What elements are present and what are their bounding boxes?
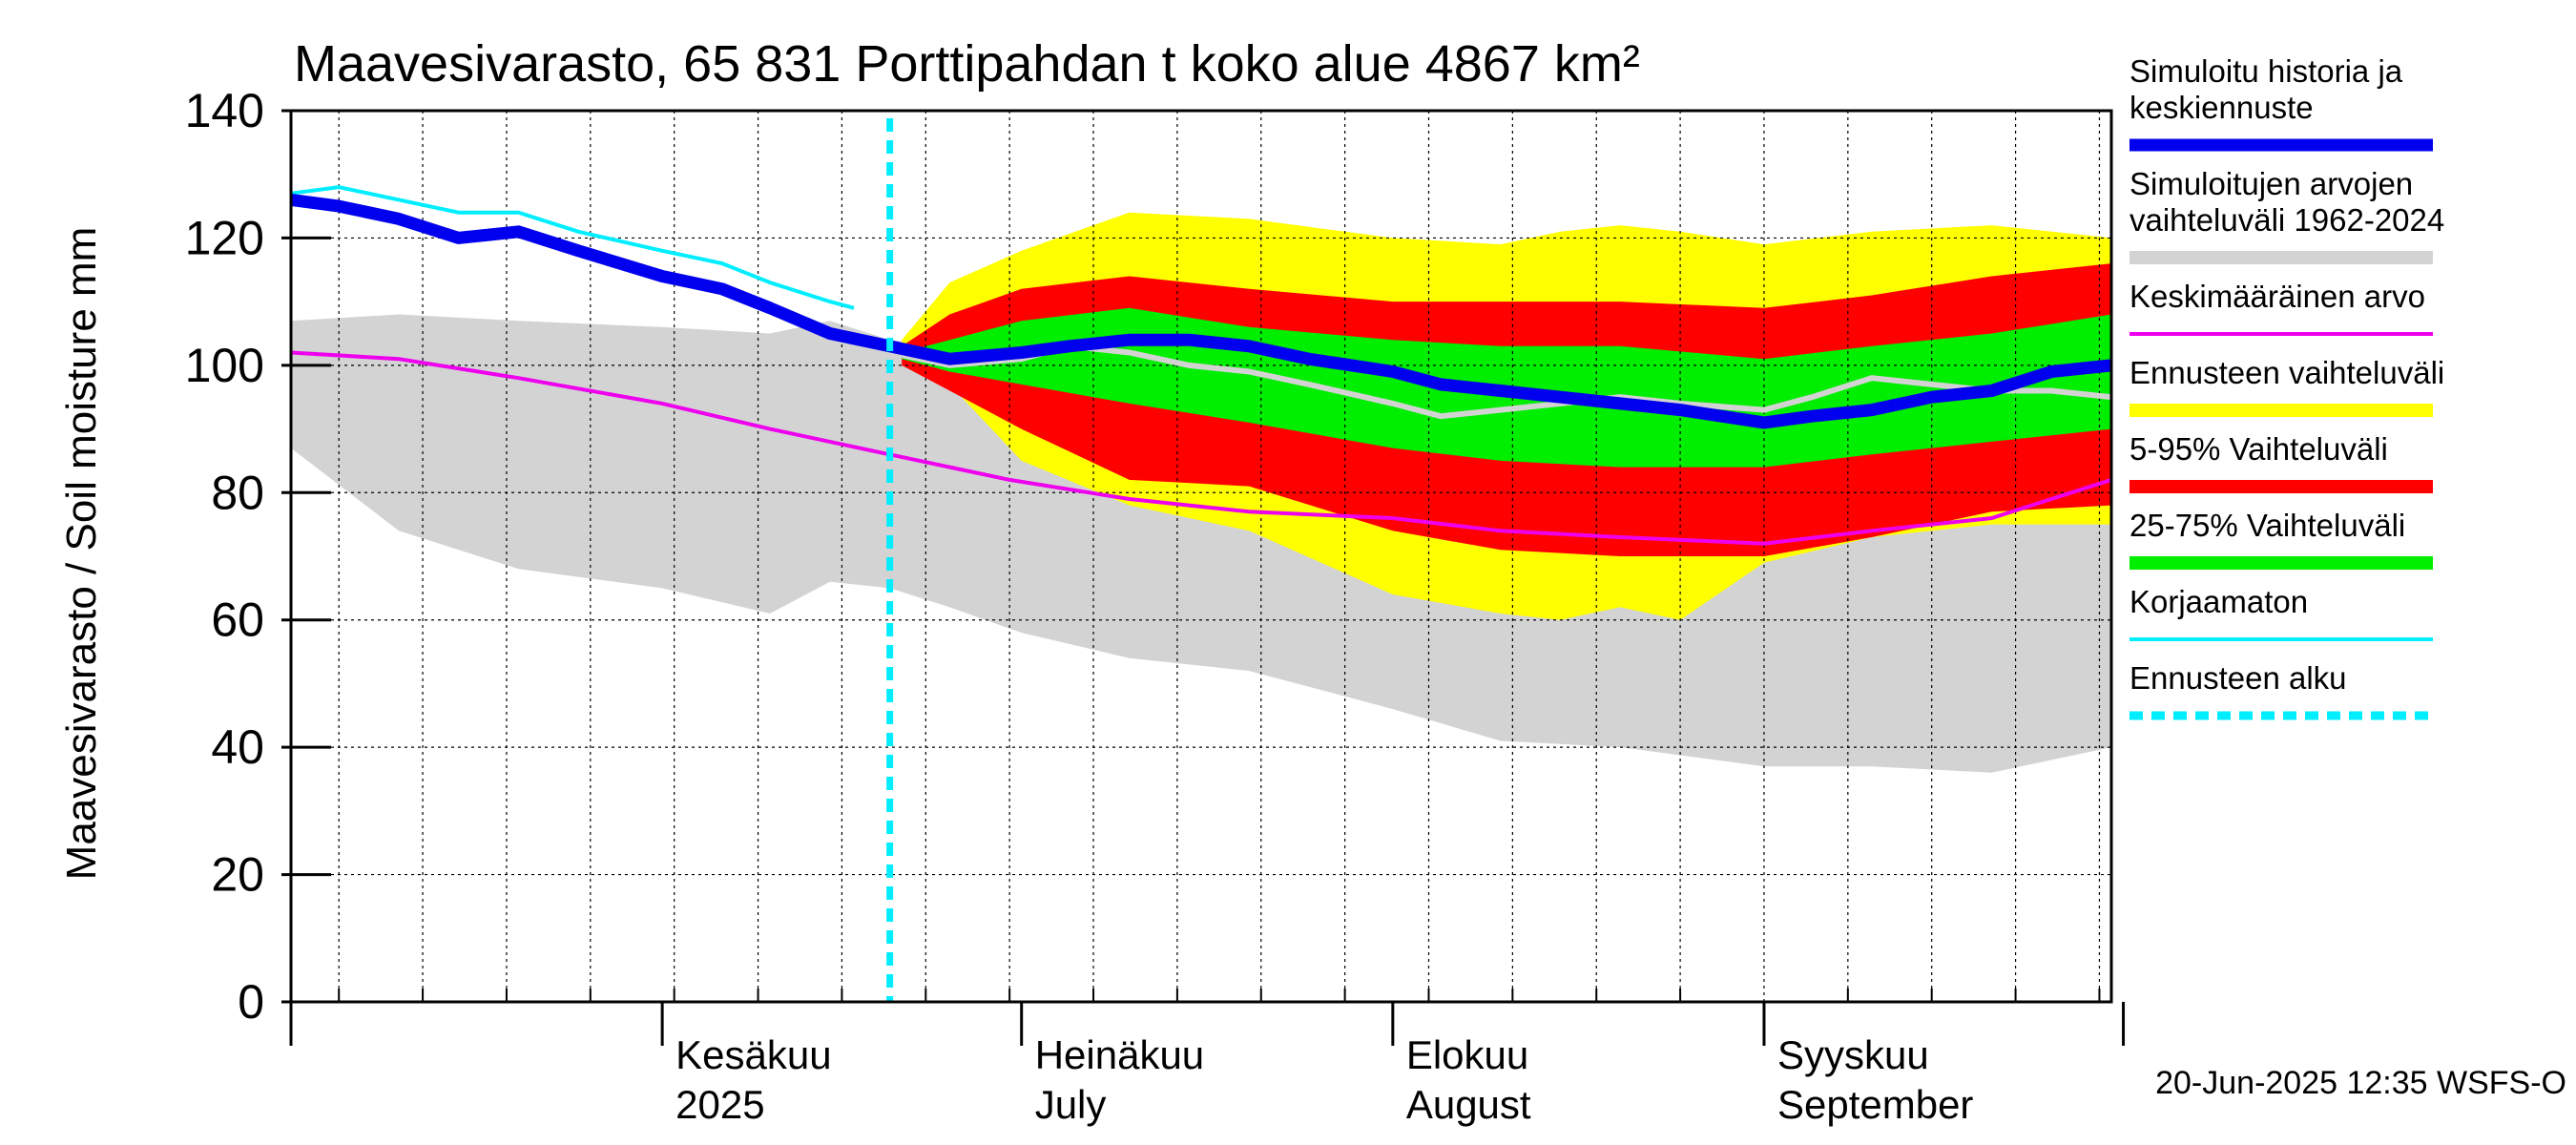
legend-label: Keskimääräinen arvo bbox=[2129, 279, 2425, 314]
legend-label: 25-75% Vaihteluväli bbox=[2129, 508, 2405, 543]
x-tick-label: Kesäkuu bbox=[675, 1032, 831, 1077]
y-tick-label: 140 bbox=[185, 84, 264, 137]
x-tick-label: Syyskuu bbox=[1777, 1032, 1929, 1077]
x-tick-label-secondary: September bbox=[1777, 1082, 1973, 1127]
y-tick-label: 40 bbox=[211, 720, 264, 774]
legend-label: Simuloitu historia ja bbox=[2129, 53, 2403, 89]
chart-title: Maavesivarasto, 65 831 Porttipahdan t ko… bbox=[294, 35, 1640, 93]
legend-label: vaihteluväli 1962-2024 bbox=[2129, 202, 2444, 238]
x-tick-label-secondary: August bbox=[1406, 1082, 1531, 1127]
legend-label: 5-95% Vaihteluväli bbox=[2129, 431, 2388, 467]
plot-frame bbox=[289, 109, 2113, 1004]
x-tick-label: Heinäkuu bbox=[1035, 1032, 1204, 1077]
y-tick-label: 20 bbox=[211, 848, 264, 902]
x-tick-label-secondary: July bbox=[1035, 1082, 1107, 1127]
legend-label: Ennusteen vaihteluväli bbox=[2129, 355, 2444, 390]
x-tick-label-secondary: 2025 bbox=[675, 1082, 764, 1127]
legend-label: keskiennuste bbox=[2129, 90, 2314, 125]
x-tick-label: Elokuu bbox=[1406, 1032, 1528, 1077]
axes: 0 20 40 60 80 100 120 140 Kesäkuu 2025 Heinäkuu Jul… bbox=[185, 84, 2126, 1127]
legend-label: Ennusteen alku bbox=[2129, 660, 2347, 696]
footer-timestamp: 20-Jun-2025 12:35 WSFS-O bbox=[2155, 1065, 2566, 1101]
line-simulated bbox=[290, 193, 2112, 429]
line-mean bbox=[290, 350, 2112, 546]
series-lines bbox=[290, 118, 2112, 1002]
y-tick-label: 120 bbox=[185, 211, 264, 264]
y-tick-label: 100 bbox=[185, 339, 264, 392]
legend-label: Simuloitujen arvojen bbox=[2129, 166, 2413, 201]
y-tick-label: 60 bbox=[211, 593, 264, 647]
y-axis-label: Maavesivarasto / Soil moisture mm bbox=[58, 227, 105, 881]
legend-label: Korjaamaton bbox=[2129, 584, 2308, 619]
band-historical-range bbox=[291, 314, 2111, 773]
y-tick-label: 80 bbox=[211, 466, 264, 519]
line-uncorrected bbox=[290, 185, 855, 310]
y-tick-label: 0 bbox=[238, 975, 264, 1029]
